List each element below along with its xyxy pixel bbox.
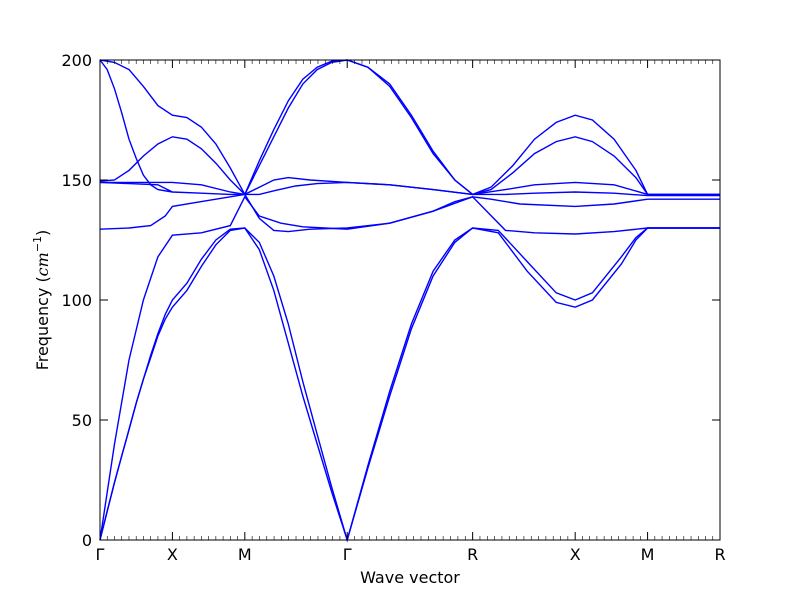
y-ticks: 0 50 100 150 200 [61,51,720,550]
x-tick-label: X [570,545,581,564]
y-axis-label: Frequency (cm−1) [31,230,52,371]
series-line-6 [100,176,720,196]
x-tick-label: X [167,545,178,564]
y-tick-label: 100 [61,291,92,310]
y-tick-label: 0 [82,531,92,550]
x-tick-label: M [641,545,655,564]
x-tick-label: Γ [343,545,352,564]
y-tick-label: 50 [72,411,92,430]
x-tick-label: R [714,545,725,564]
x-axis-label: Wave vector [360,568,460,587]
x-tick-label: R [467,545,478,564]
x-tick-label: M [238,545,252,564]
series-line-8 [99,59,720,196]
series-line-4 [99,193,720,233]
plot-frame [99,59,721,541]
x-minor-ticks [106,60,714,540]
y-tick-label: 150 [61,171,92,190]
series-line-5 [99,181,720,197]
series-line-3 [99,195,720,541]
x-tick-label: Γ [96,545,105,564]
series-line-9 [99,59,173,193]
series-line-2 [99,227,720,543]
series-group [99,59,720,543]
y-tick-label: 200 [61,51,92,70]
